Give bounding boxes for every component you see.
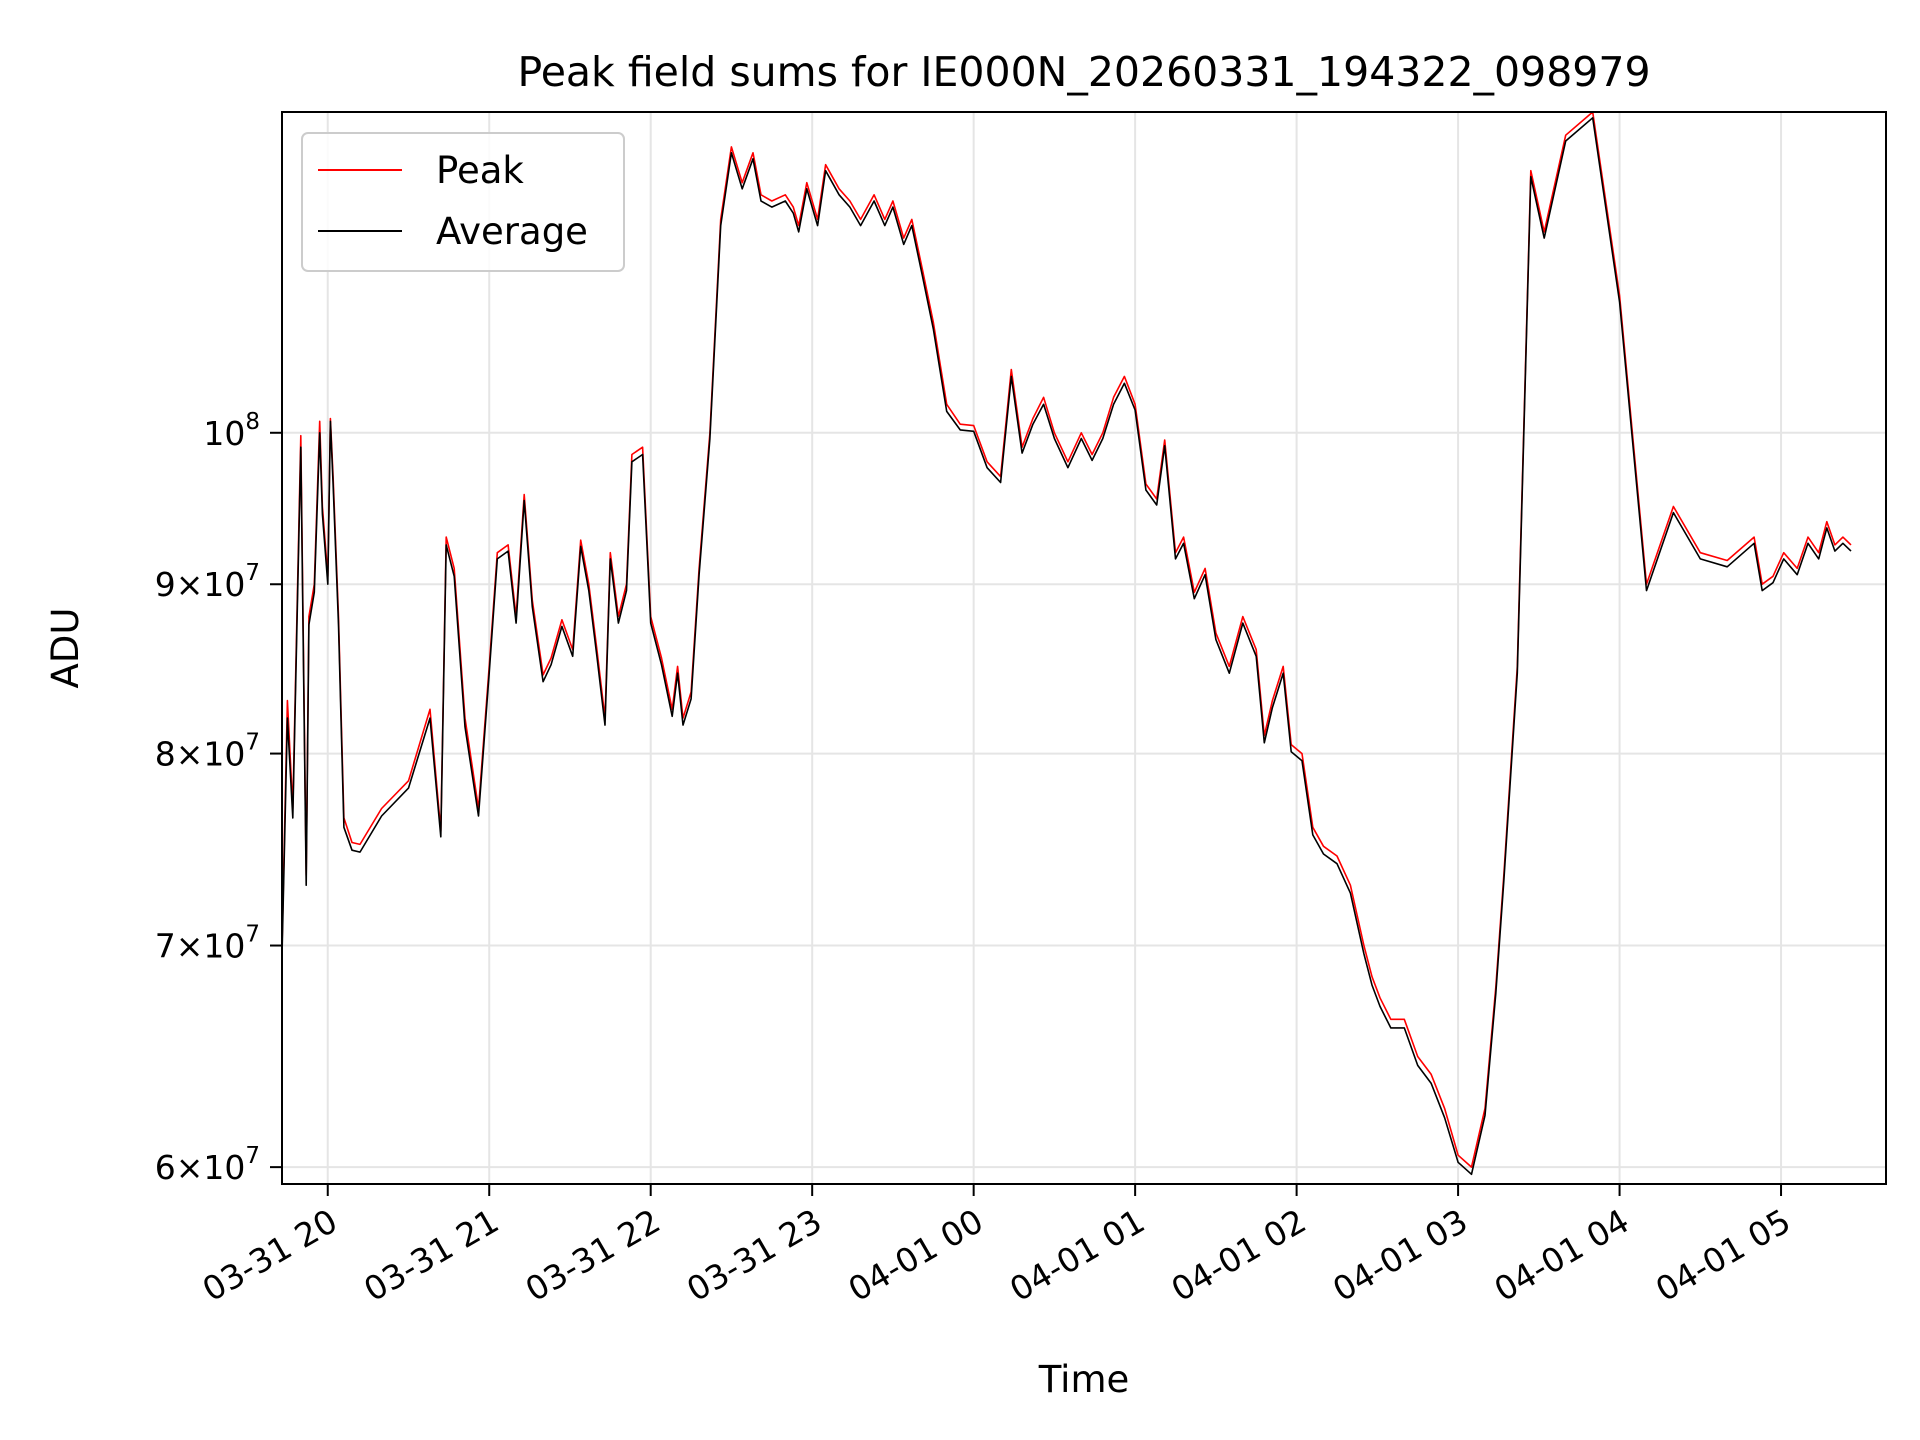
y-tick-label: 6×107	[155, 1143, 260, 1187]
y-axis: 6×107 7×107 8×107 9×107 108	[155, 409, 282, 1187]
series-layer	[281, 111, 1852, 1176]
x-axis-label: Time	[1038, 1358, 1130, 1401]
y-tick-label: 7×107	[155, 922, 260, 966]
y-tick-label: 108	[203, 409, 260, 453]
y-tick-label: 8×107	[155, 730, 260, 774]
y-axis-label: ADU	[44, 608, 87, 689]
plot-frame	[281, 111, 1887, 1185]
legend-label-peak: Peak	[436, 149, 524, 192]
chart-title: Peak field sums for IE000N_20260331_1943…	[517, 48, 1650, 96]
y-tick-label: 9×107	[155, 560, 260, 604]
series-line-average	[281, 117, 1852, 1176]
legend: Peak Average	[301, 132, 625, 272]
legend-label-average: Average	[436, 210, 588, 253]
legend-box	[301, 132, 625, 272]
